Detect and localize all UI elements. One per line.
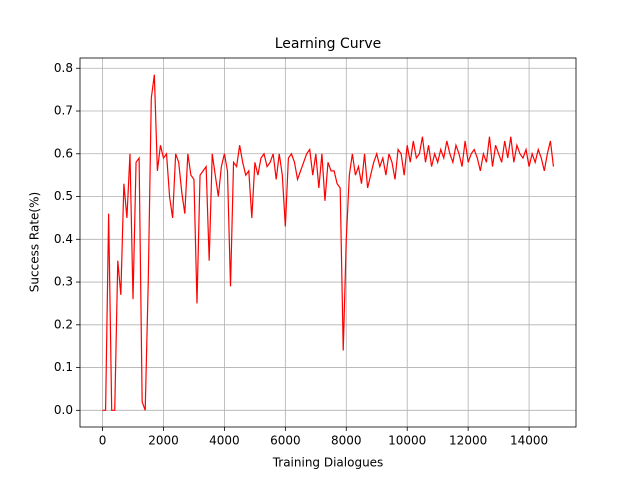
x-tick-label: 12000 (449, 434, 487, 448)
x-tick-label: 6000 (270, 434, 301, 448)
y-tick-label: 0.1 (54, 360, 73, 374)
x-tick-label: 14000 (510, 434, 548, 448)
x-tick-label: 2000 (148, 434, 179, 448)
plot-lines (102, 74, 555, 411)
y-axis-label: Success Rate(%) (28, 192, 42, 292)
y-tick-label: 0.0 (54, 403, 73, 417)
grid (80, 58, 576, 427)
y-tick-label: 0.7 (54, 104, 73, 118)
chart-title: Learning Curve (275, 36, 382, 52)
y-tick-label: 0.4 (54, 232, 73, 246)
y-tick-label: 0.2 (54, 317, 73, 331)
y-tick-label: 0.3 (54, 275, 73, 289)
x-tick-label: 10000 (388, 434, 426, 448)
x-tick-label: 0 (99, 434, 107, 448)
plot-frame (79, 57, 577, 428)
data-line (102, 74, 555, 411)
x-axis-label: Training Dialogues (272, 456, 384, 470)
y-tick-label: 0.5 (54, 189, 73, 203)
y-tick-label: 0.6 (54, 146, 73, 160)
y-tick-label: 0.8 (54, 61, 73, 75)
x-tick-label: 4000 (209, 434, 240, 448)
x-tick-label: 8000 (331, 434, 362, 448)
